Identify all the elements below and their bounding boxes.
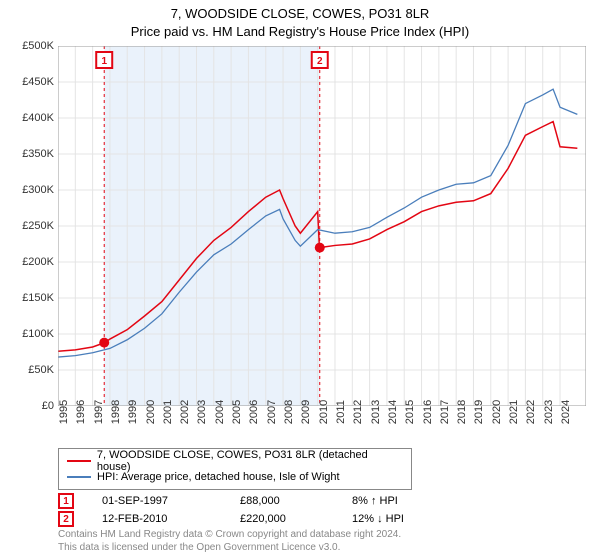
line-chart: 12 (58, 46, 586, 406)
y-tick-label: £200K (6, 256, 54, 268)
event-box-2: 2 (58, 511, 74, 527)
y-tick-label: £50K (6, 364, 54, 376)
event-table: 1 01-SEP-1997 £88,000 8% ↑ HPI 2 12-FEB-… (58, 492, 404, 528)
event-num-2: 2 (63, 514, 69, 525)
footer-line2: This data is licensed under the Open Gov… (58, 541, 401, 554)
event-date-1: 01-SEP-1997 (102, 495, 212, 507)
chart-title-line2: Price paid vs. HM Land Registry's House … (0, 24, 600, 39)
event-box-1: 1 (58, 493, 74, 509)
event-date-2: 12-FEB-2010 (102, 513, 212, 525)
y-tick-label: £350K (6, 148, 54, 160)
legend-swatch-1 (67, 460, 91, 462)
event-num-1: 1 (63, 496, 69, 507)
svg-text:1: 1 (101, 56, 107, 67)
event-price-2: £220,000 (240, 513, 324, 525)
y-tick-label: £100K (6, 328, 54, 340)
y-tick-label: £450K (6, 76, 54, 88)
y-tick-label: £300K (6, 184, 54, 196)
x-tick-label: 2024 (560, 400, 590, 424)
event-price-1: £88,000 (240, 495, 324, 507)
event-delta-1: 8% ↑ HPI (352, 495, 398, 507)
y-tick-label: £500K (6, 40, 54, 52)
chart-title-line1: 7, WOODSIDE CLOSE, COWES, PO31 8LR (0, 6, 600, 21)
svg-text:2: 2 (317, 56, 323, 67)
legend-swatch-2 (67, 476, 91, 478)
legend-label-1: 7, WOODSIDE CLOSE, COWES, PO31 8LR (deta… (97, 449, 403, 473)
y-tick-label: £0 (6, 400, 54, 412)
legend-item-series-1: 7, WOODSIDE CLOSE, COWES, PO31 8LR (deta… (67, 453, 403, 469)
footer: Contains HM Land Registry data © Crown c… (58, 528, 401, 554)
event-row-2: 2 12-FEB-2010 £220,000 12% ↓ HPI (58, 510, 404, 528)
event-delta-2: 12% ↓ HPI (352, 513, 404, 525)
event-row-1: 1 01-SEP-1997 £88,000 8% ↑ HPI (58, 492, 404, 510)
y-tick-label: £150K (6, 292, 54, 304)
legend-label-2: HPI: Average price, detached house, Isle… (97, 471, 340, 483)
footer-line1: Contains HM Land Registry data © Crown c… (58, 528, 401, 541)
legend: 7, WOODSIDE CLOSE, COWES, PO31 8LR (deta… (58, 448, 412, 490)
y-tick-label: £250K (6, 220, 54, 232)
y-tick-label: £400K (6, 112, 54, 124)
chart-area: 12 £0£50K£100K£150K£200K£250K£300K£350K£… (58, 46, 586, 406)
